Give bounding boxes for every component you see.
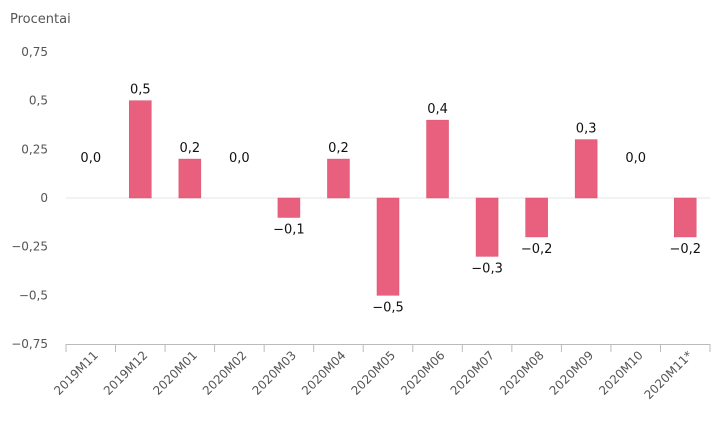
x-tick-label: 2020M07 xyxy=(448,348,498,398)
data-label: 0,2 xyxy=(180,141,201,156)
x-tick-label: 2020M11* xyxy=(641,348,695,402)
bar xyxy=(376,197,400,296)
y-tick-label: 0,5 xyxy=(29,94,48,108)
y-tick-label: −0,75 xyxy=(11,337,48,351)
y-axis: 0,75 0,5 0,25 0 −0,25 −0,5 −0,75 xyxy=(11,45,710,351)
x-tick-label: 2019M11 xyxy=(51,348,101,398)
bar xyxy=(178,158,202,199)
data-label: 0,3 xyxy=(576,122,597,137)
y-tick-label: −0,25 xyxy=(11,240,48,254)
data-label: 0,0 xyxy=(229,151,250,166)
bar xyxy=(475,197,499,257)
bar xyxy=(525,197,548,238)
y-tick-label: 0,75 xyxy=(21,45,48,59)
y-tick-label: 0,25 xyxy=(21,142,48,156)
data-label: −0,2 xyxy=(521,242,553,257)
x-axis: 2019M11 2019M12 2020M01 2020M02 2020M03 2020M… xyxy=(51,344,711,402)
bar xyxy=(129,100,152,199)
data-labels: 0,0 0,5 0,2 0,0 −0,1 0,2 −0,5 0,4 −0,3 −0,2 0,3 0,0… xyxy=(80,83,701,316)
data-label: −0,1 xyxy=(273,222,305,237)
data-label: 0,5 xyxy=(130,83,151,98)
bars xyxy=(129,100,697,296)
x-tick-label: 2020M03 xyxy=(249,348,299,398)
x-tick-label: 2020M05 xyxy=(349,348,399,398)
x-tick-label: 2020M08 xyxy=(497,348,547,398)
y-tick-label: −0,5 xyxy=(19,288,48,302)
data-label: 0,0 xyxy=(625,151,646,166)
x-tick-label: 2020M04 xyxy=(299,348,349,398)
bar xyxy=(574,139,598,199)
x-tick-label: 2019M12 xyxy=(101,348,151,398)
bar xyxy=(327,158,350,199)
data-label: 0,0 xyxy=(80,151,101,166)
x-tick-label: 2020M06 xyxy=(398,348,448,398)
bar xyxy=(277,197,301,218)
y-tick-label: 0 xyxy=(40,191,48,205)
y-axis-title: Procentai xyxy=(10,12,71,27)
data-label: −0,2 xyxy=(669,242,701,257)
data-label: 0,2 xyxy=(328,141,349,156)
x-tick-label: 2020M10 xyxy=(596,348,646,398)
bar xyxy=(673,197,697,238)
x-tick-label: 2020M01 xyxy=(150,348,200,398)
data-label: −0,3 xyxy=(471,261,503,276)
x-tick-label: 2020M09 xyxy=(547,348,597,398)
x-tick-label: 2020M02 xyxy=(200,348,250,398)
data-label: 0,4 xyxy=(427,102,448,117)
data-label: −0,5 xyxy=(372,300,404,315)
bar xyxy=(426,119,449,199)
